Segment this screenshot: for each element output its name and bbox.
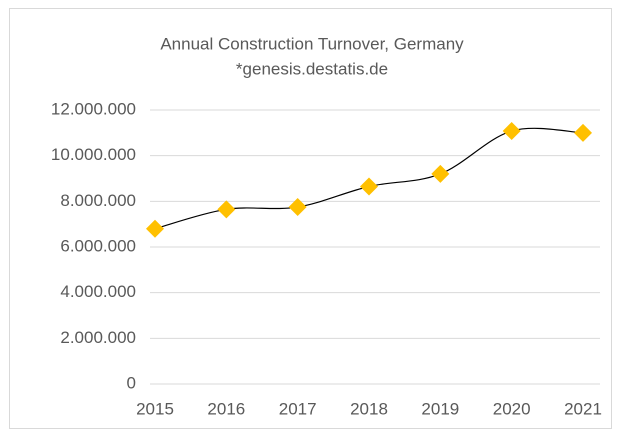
x-tick-label: 2017 <box>279 399 317 418</box>
chart-subtitle: *genesis.destatis.de <box>236 59 388 78</box>
y-tick-label: 2.000.000 <box>60 328 136 347</box>
marker <box>502 122 521 141</box>
x-tick-label: 2021 <box>564 399 602 418</box>
marker <box>574 123 592 142</box>
x-tick-label: 2018 <box>350 399 388 418</box>
chart-border <box>9 8 612 429</box>
marker <box>217 200 236 219</box>
x-tick-label: 2016 <box>207 399 245 418</box>
chart-title: Annual Construction Turnover, Germany <box>160 34 464 53</box>
x-tick-label: 2020 <box>493 399 531 418</box>
y-tick-label: 8.000.000 <box>60 191 136 210</box>
marker <box>288 198 307 217</box>
y-tick-label: 6.000.000 <box>60 236 136 255</box>
y-tick-label: 4.000.000 <box>60 282 136 301</box>
marker <box>360 177 378 196</box>
marker <box>146 219 164 238</box>
x-tick-label: 2015 <box>136 399 174 418</box>
marker <box>431 164 450 183</box>
y-tick-label: 0 <box>127 373 136 392</box>
y-tick-label: 12.000.000 <box>51 99 136 118</box>
y-tick-label: 10.000.000 <box>51 145 136 164</box>
x-tick-label: 2019 <box>421 399 459 418</box>
